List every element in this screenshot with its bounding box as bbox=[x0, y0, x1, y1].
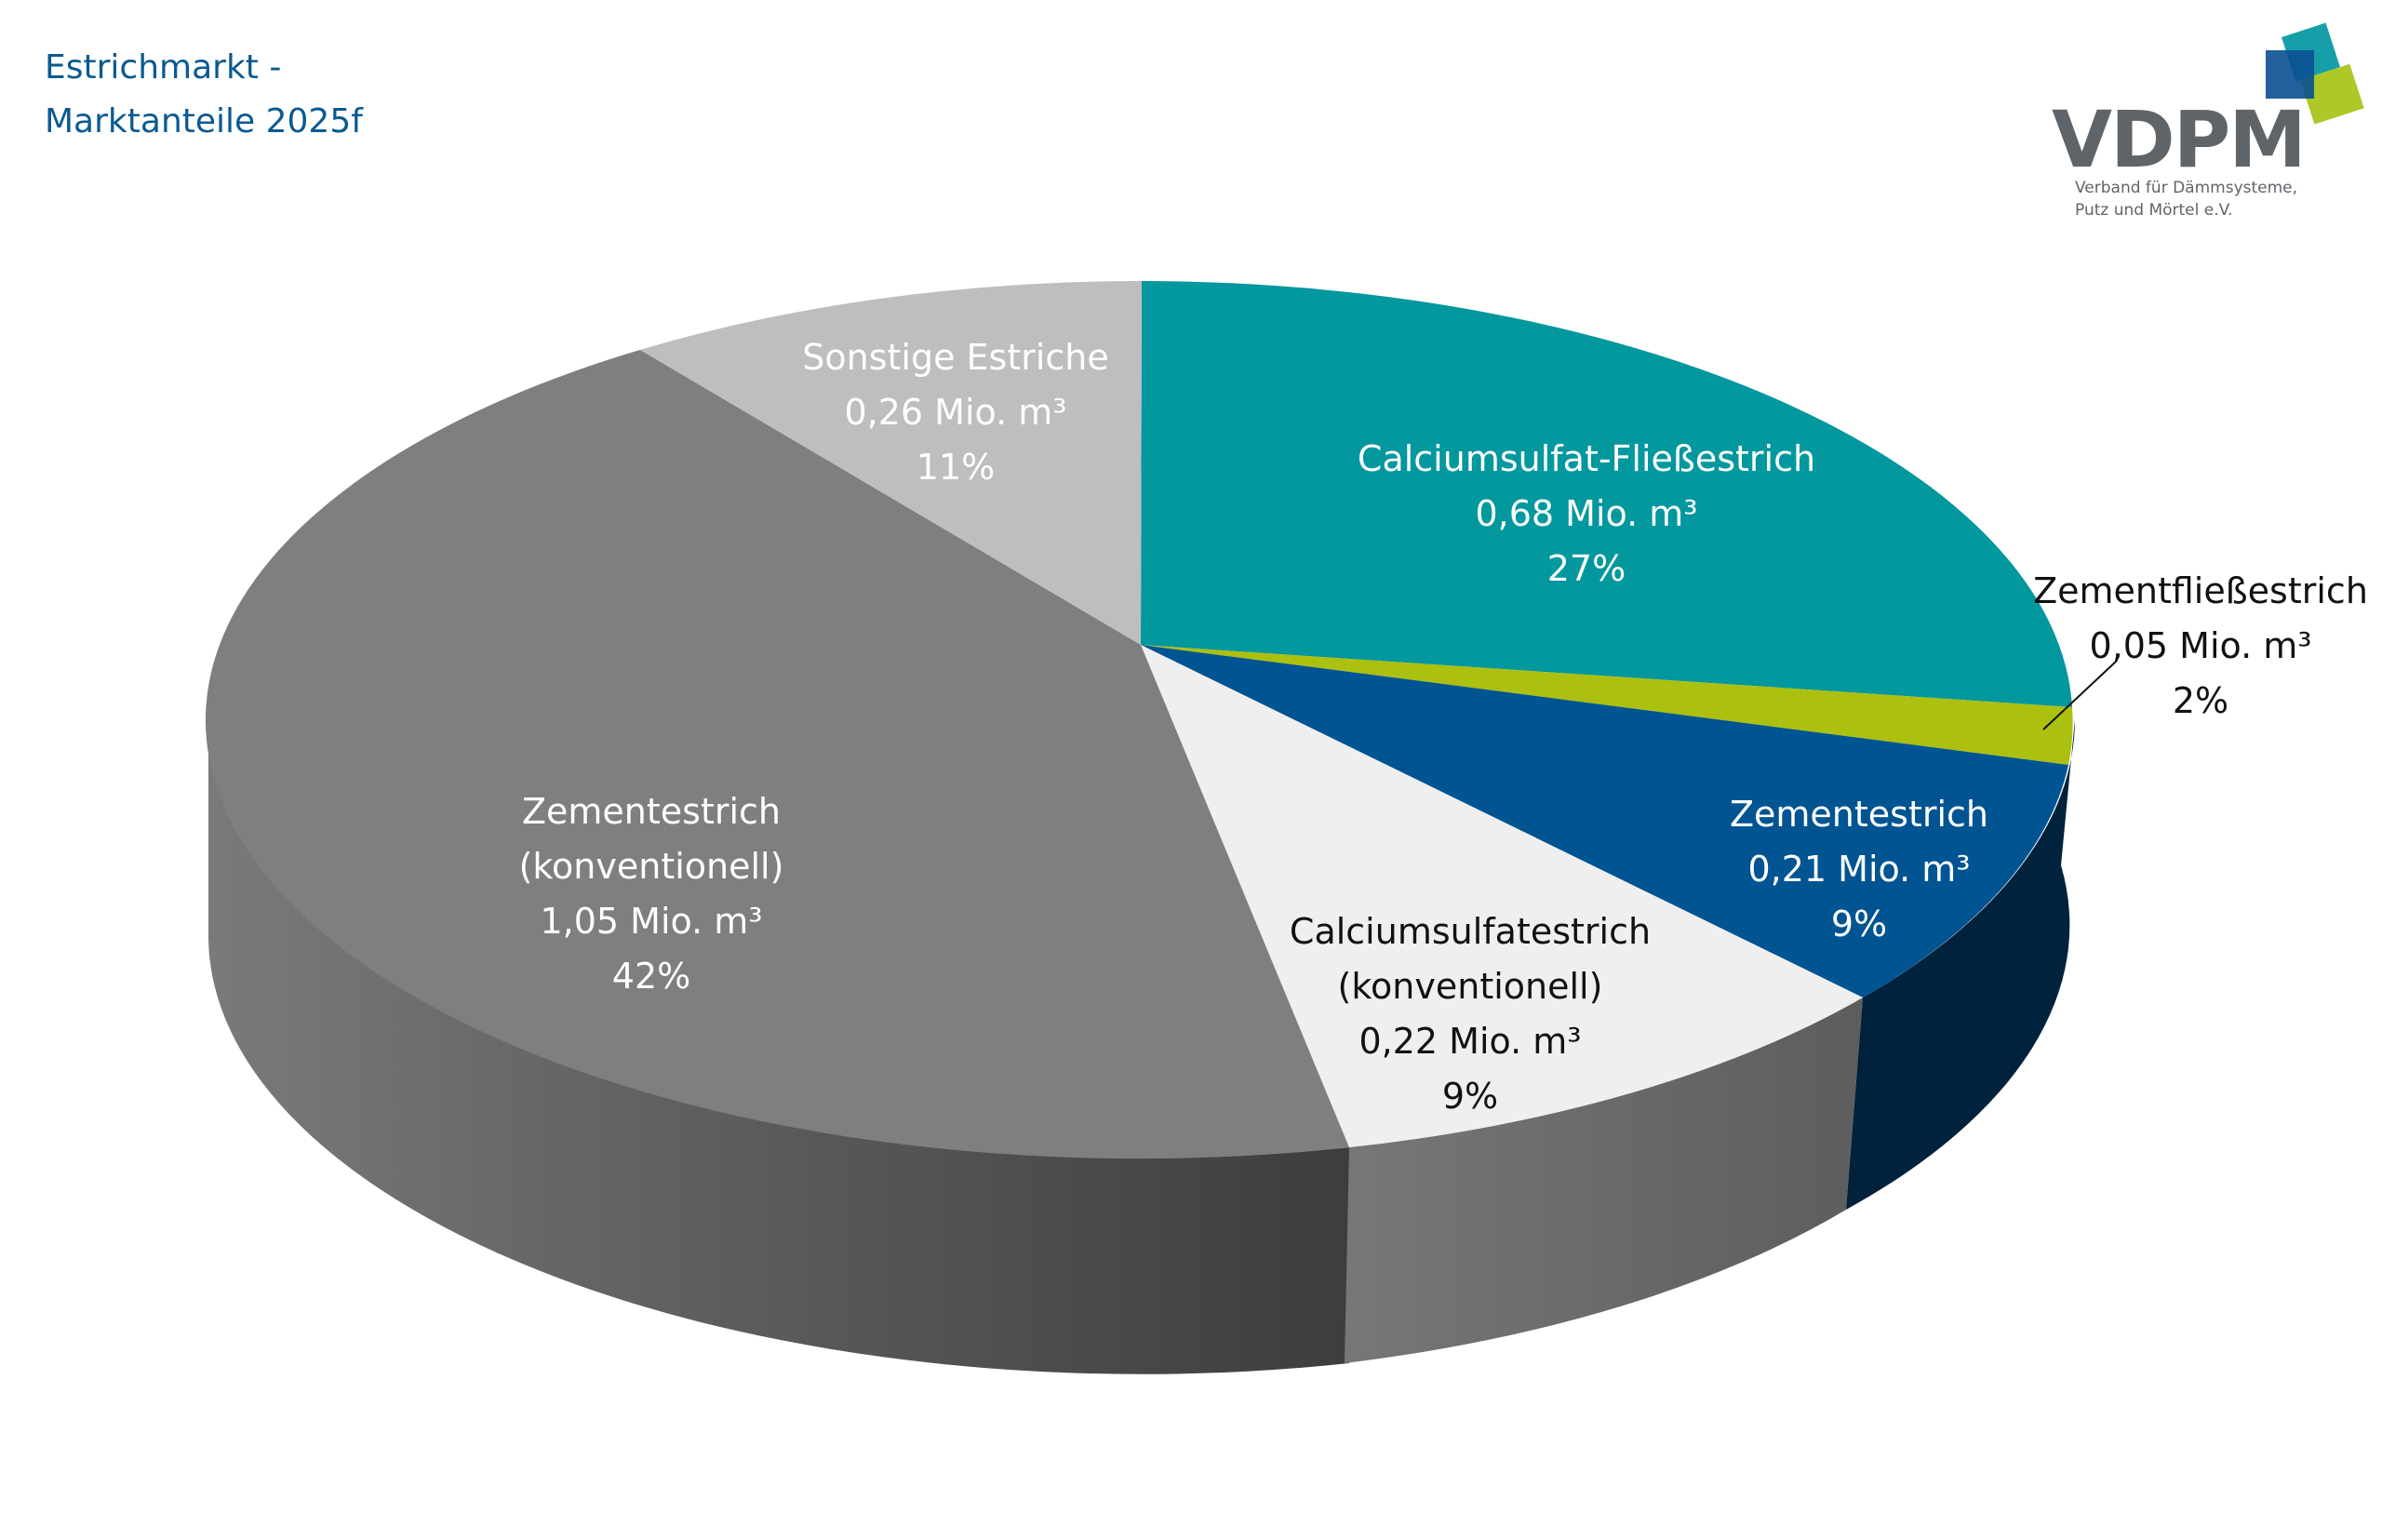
label-percent: 9% bbox=[1441, 1076, 1499, 1117]
slice-zementestrich[interactable] bbox=[1141, 645, 2068, 998]
label-name: Zementestrich bbox=[1729, 794, 1989, 835]
slice-calciumsulfat-fliessestrich[interactable] bbox=[1141, 281, 2072, 707]
label-name: Calciumsulfatestrich bbox=[1289, 911, 1652, 952]
leader-line bbox=[2042, 660, 2118, 730]
chart-title: Estrichmarkt - Marktanteile 2025f bbox=[45, 41, 363, 149]
label-name: Zementfließestrich bbox=[2033, 570, 2368, 611]
slice-sonstige-estriche[interactable] bbox=[640, 281, 1142, 645]
slice-calciumsulfatestrich-konventionell[interactable] bbox=[1141, 645, 1863, 1147]
label-value: 0,22 Mio. m³ bbox=[1358, 1021, 1582, 1062]
label-percent: 9% bbox=[1830, 904, 1888, 944]
label-zementestrich: Zementestrich 0,21 Mio. m³ 9% bbox=[1730, 787, 1988, 952]
slice-side-zementestrich bbox=[1846, 719, 2075, 1210]
label-value: 0,05 Mio. m³ bbox=[2089, 625, 2312, 666]
label-calciumsulfat-fliessestrich: Calciumsulfat-Fließestrich 0,68 Mio. m³ … bbox=[1358, 432, 1815, 596]
logo-subtitle-line-2: Putz und Mörtel e.V. bbox=[2075, 201, 2233, 220]
label-value: 0,26 Mio. m³ bbox=[844, 392, 1067, 433]
chart-title-line-2: Marktanteile 2025f bbox=[45, 102, 363, 141]
label-name: Zementestrich bbox=[521, 791, 782, 832]
chart-title-line-1: Estrichmarkt - bbox=[45, 48, 282, 87]
label-name: Sonstige Estriche bbox=[802, 337, 1109, 378]
label-sonstige-estriche: Sonstige Estriche 0,26 Mio. m³ 11% bbox=[802, 330, 1109, 495]
label-percent: 2% bbox=[2172, 680, 2229, 721]
label-zementestrich-konventionell: Zementestrich (konventionell) 1,05 Mio. … bbox=[519, 784, 784, 1004]
logo-wordmark: VDPM bbox=[2052, 94, 2307, 185]
slice-zementfliessestrich[interactable] bbox=[1141, 645, 2073, 765]
logo-subtitle: Verband für Dämmsysteme, Putz und Mörtel… bbox=[2075, 177, 2297, 221]
slice-zementestrich-konventionell[interactable] bbox=[205, 350, 1350, 1159]
label-name-suffix: (konventionell) bbox=[518, 846, 784, 887]
logo-squares-icon bbox=[2266, 22, 2364, 125]
slice-side-calciumsulfatestrich bbox=[1345, 998, 1863, 1363]
label-calciumsulfatestrich-konventionell: Calciumsulfatestrich (konventionell) 0,2… bbox=[1290, 904, 1651, 1124]
label-zementfliessestrich: Zementfließestrich 0,05 Mio. m³ 2% bbox=[2033, 564, 2368, 729]
label-value: 0,21 Mio. m³ bbox=[1747, 849, 1971, 890]
label-name-suffix: (konventionell) bbox=[1337, 966, 1603, 1007]
label-name: Calciumsulfat-Fließestrich bbox=[1357, 438, 1816, 479]
label-percent: 11% bbox=[916, 447, 996, 488]
slice-side-zementestrich-konventionell bbox=[207, 719, 1350, 1374]
label-percent: 42% bbox=[611, 956, 691, 997]
label-value: 1,05 Mio. m³ bbox=[540, 901, 763, 942]
label-value: 0,68 Mio. m³ bbox=[1475, 493, 1698, 534]
label-percent: 27% bbox=[1546, 548, 1626, 589]
vdpm-logo: VDPM Verband für Dämmsysteme, Putz und M… bbox=[2038, 19, 2373, 233]
logo-subtitle-line-1: Verband für Dämmsysteme, bbox=[2075, 179, 2298, 197]
